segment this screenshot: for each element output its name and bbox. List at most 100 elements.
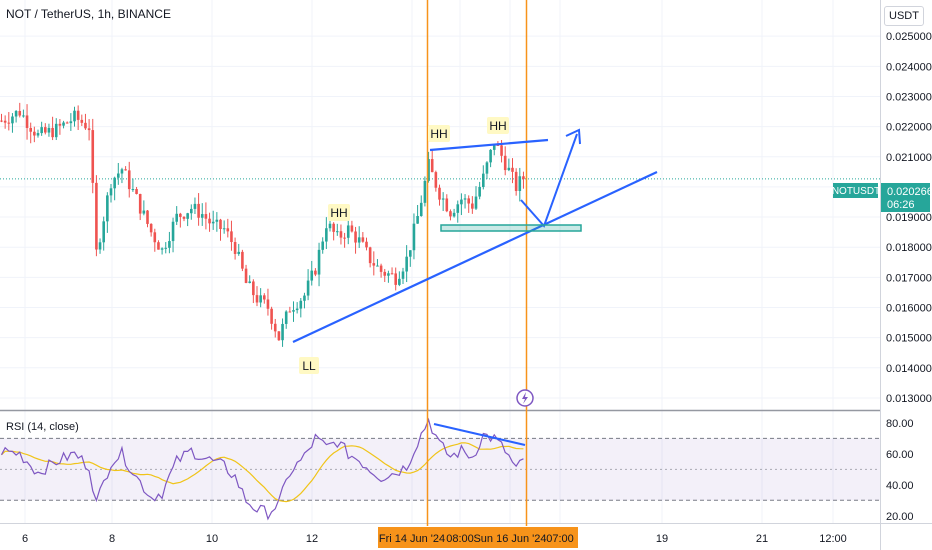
candle-body bbox=[87, 128, 91, 131]
price-tick-label: 0.014000 bbox=[886, 363, 932, 375]
lightning-glyph bbox=[522, 392, 528, 404]
candle-body bbox=[29, 127, 32, 132]
time-tick-label: 21 bbox=[756, 533, 768, 545]
candle-body bbox=[368, 247, 372, 264]
candle-body bbox=[73, 110, 76, 122]
time-label-fri: Fri 14 Jun '24 bbox=[379, 533, 445, 545]
price-tick-label: 0.016000 bbox=[886, 303, 932, 315]
candle-body bbox=[500, 145, 503, 156]
candle-body bbox=[376, 265, 379, 267]
candle-body bbox=[54, 123, 58, 138]
ll-label: LL bbox=[299, 357, 319, 374]
candle-body bbox=[292, 310, 295, 312]
candle-body bbox=[518, 176, 522, 191]
ll-label-text: LL bbox=[302, 359, 316, 373]
candle-body bbox=[171, 221, 175, 242]
time-label-sun: Sun 16 Jun '24 bbox=[473, 533, 546, 545]
support-zone[interactable] bbox=[440, 224, 582, 232]
candle-body bbox=[80, 119, 84, 123]
candle-body bbox=[135, 189, 138, 194]
candle-body bbox=[204, 214, 208, 219]
candle-body bbox=[511, 167, 514, 172]
rsi-axis[interactable]: 80.00 60.00 40.00 20.00 bbox=[886, 418, 914, 523]
candle-body bbox=[379, 265, 383, 272]
price-tick-label: 0.024000 bbox=[886, 61, 932, 73]
candle-body bbox=[467, 198, 470, 204]
candle-body bbox=[98, 242, 102, 250]
candle-body bbox=[259, 295, 262, 303]
candle-body bbox=[438, 187, 441, 200]
candle-body bbox=[336, 231, 339, 233]
candle-body bbox=[492, 144, 496, 150]
time-label-0800: 08:00 bbox=[446, 533, 474, 545]
candle-body bbox=[131, 189, 135, 191]
rsi-divergence-line[interactable] bbox=[433, 423, 526, 446]
candle-body bbox=[430, 159, 434, 173]
candle-body bbox=[157, 242, 160, 250]
candle-body bbox=[142, 210, 146, 214]
candle-body bbox=[277, 331, 281, 341]
candle-body bbox=[357, 237, 361, 243]
candle-body bbox=[211, 221, 215, 224]
candle-body bbox=[0, 120, 3, 122]
candle-body bbox=[62, 122, 65, 126]
price-badge-countdown: 06:26 bbox=[887, 199, 915, 211]
price-tick-label: 0.022000 bbox=[886, 122, 932, 134]
candle-body bbox=[175, 213, 178, 222]
candle-body bbox=[51, 127, 54, 138]
annotations[interactable] bbox=[292, 128, 658, 446]
candle-body bbox=[427, 159, 430, 181]
rsi-title[interactable]: RSI (14, close) bbox=[6, 421, 79, 433]
time-highlight: Fri 14 Jun '24 08:00 Sun 16 Jun '24 07:0… bbox=[378, 527, 578, 548]
candle-body bbox=[47, 127, 51, 133]
candles bbox=[0, 102, 525, 347]
projection-arrow[interactable] bbox=[520, 133, 578, 228]
symbol-title[interactable]: NOT / TetherUS, 1h, BINANCE bbox=[6, 7, 171, 21]
candle-body bbox=[248, 281, 251, 283]
candle-body bbox=[44, 127, 47, 133]
candle-body bbox=[409, 250, 412, 257]
candle-body bbox=[383, 271, 387, 276]
candle-body bbox=[95, 182, 98, 250]
price-tick-label: 0.017000 bbox=[886, 272, 932, 284]
candle-body bbox=[416, 216, 419, 224]
candle-body bbox=[11, 116, 14, 124]
candle-body bbox=[226, 228, 230, 232]
rsi-tick-label: 60.00 bbox=[886, 449, 914, 461]
candle-body bbox=[138, 193, 142, 214]
candle-body bbox=[106, 195, 109, 222]
top-trendline[interactable] bbox=[429, 138, 549, 152]
candle-body bbox=[200, 214, 204, 218]
candle-body bbox=[270, 308, 273, 324]
price-axis[interactable]: 0.025000 0.024000 0.023000 0.022000 0.021000… bbox=[886, 31, 932, 405]
candle-body bbox=[127, 170, 131, 190]
candle-body bbox=[25, 115, 29, 128]
candle-body bbox=[153, 232, 157, 243]
candle-body bbox=[215, 219, 219, 222]
candle-body bbox=[390, 273, 394, 275]
candle-body bbox=[7, 122, 11, 124]
candle-body bbox=[164, 247, 168, 249]
time-tick-label: 12:00 bbox=[819, 533, 847, 545]
candle-body bbox=[288, 311, 292, 313]
candle-body bbox=[339, 231, 343, 238]
candle-body bbox=[197, 203, 200, 218]
candle-body bbox=[233, 242, 237, 254]
candle-body bbox=[419, 202, 423, 217]
rising-trendline[interactable] bbox=[292, 171, 658, 343]
price-tick-label: 0.019000 bbox=[886, 212, 932, 224]
time-axis[interactable]: 6 8 10 12 19 21 12:00 bbox=[22, 533, 847, 545]
hh-label-3: HH bbox=[487, 117, 509, 134]
candle-body bbox=[412, 223, 416, 251]
candle-body bbox=[65, 122, 69, 124]
currency-button[interactable]: USDT bbox=[884, 6, 924, 26]
candle-body bbox=[120, 169, 124, 174]
rsi-line bbox=[0, 417, 524, 521]
candle-body bbox=[354, 231, 357, 243]
candle-body bbox=[241, 251, 244, 269]
candle-body bbox=[314, 270, 317, 275]
price-tick-label: 0.013000 bbox=[886, 393, 932, 405]
price-tick-label: 0.025000 bbox=[886, 31, 932, 43]
